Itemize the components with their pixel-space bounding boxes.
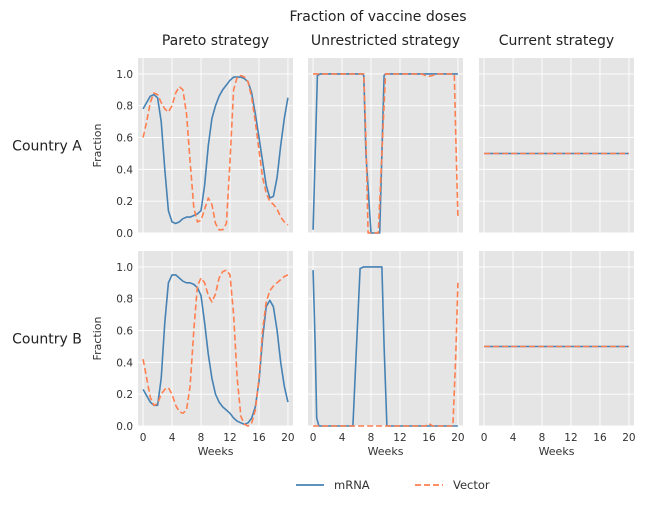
- y-tick-label: 0.8: [116, 294, 133, 306]
- series-line-mrna: [312, 266, 458, 427]
- y-tick-label: 0.2: [116, 196, 133, 208]
- panel: [308, 58, 463, 234]
- x-tick-label: 8: [368, 432, 375, 444]
- plot-area: [138, 58, 293, 233]
- series-line-mrna: [142, 274, 289, 426]
- plot-area: [479, 58, 634, 233]
- x-tick-label: 16: [422, 432, 436, 444]
- x-tick-label: 16: [593, 432, 607, 444]
- panel: 0.0 0.2 0.4 0.6 0.8 1.0 Fraction 0 4 8 12 16 20 Weeks: [91, 251, 295, 458]
- y-tick-label: 1.0: [116, 262, 133, 274]
- x-tick-label: 12: [393, 432, 406, 444]
- y-tick-label: 0.4: [116, 164, 133, 176]
- series-line-vector: [142, 74, 289, 231]
- y-tick-label: 1.0: [116, 69, 133, 81]
- x-tick-label: 0: [140, 432, 147, 444]
- x-axis-label: Weeks: [539, 445, 575, 458]
- y-axis-label: Fraction: [91, 124, 104, 168]
- x-axis-label: Weeks: [368, 445, 404, 458]
- x-tick-label: 12: [564, 432, 577, 444]
- x-tick-label: 20: [451, 432, 464, 444]
- x-tick-label: 8: [539, 432, 546, 444]
- x-axis-label: Weeks: [198, 445, 234, 458]
- y-tick-label: 0.2: [116, 389, 133, 401]
- y-tick-label: 0.6: [116, 133, 133, 145]
- panel: [479, 58, 634, 234]
- x-tick-label: 0: [481, 432, 488, 444]
- series-line-vector: [313, 282, 459, 427]
- row-label: Country B: [12, 332, 82, 348]
- x-tick-label: 4: [339, 432, 346, 444]
- x-tick-label: 16: [252, 432, 266, 444]
- x-tick-label: 20: [622, 432, 635, 444]
- y-tick-label: 0.4: [116, 357, 133, 369]
- column-title: Current strategy: [499, 33, 614, 49]
- x-tick-label: 20: [281, 432, 294, 444]
- x-tick-label: 12: [223, 432, 236, 444]
- plot-area: [138, 251, 293, 426]
- y-tick-label: 0.0: [116, 228, 133, 240]
- series-line-vector: [142, 269, 289, 427]
- column-title: Unrestricted strategy: [311, 33, 460, 49]
- legend-label: Vector: [453, 478, 490, 492]
- legend-label: mRNA: [334, 478, 370, 492]
- y-tick-label: 0.8: [116, 101, 133, 113]
- plot-area: [308, 58, 463, 233]
- y-tick-label: 0.6: [116, 326, 133, 338]
- x-tick-label: 4: [510, 432, 517, 444]
- x-tick-label: 8: [198, 432, 205, 444]
- series-line-mrna: [142, 76, 289, 225]
- plot-area: [479, 251, 634, 426]
- column-title: Pareto strategy: [162, 33, 269, 49]
- panel: 0 4 8 12 16 20 Weeks: [479, 251, 636, 458]
- y-tick-label: 0.0: [116, 421, 133, 433]
- series-line-vector: [313, 73, 459, 234]
- legend: mRNA Vector: [296, 478, 490, 492]
- panel: 0 4 8 12 16 20 Weeks: [308, 251, 465, 458]
- figure-title: Fraction of vaccine doses: [289, 9, 466, 25]
- x-tick-label: 4: [169, 432, 176, 444]
- panel: 0.0 0.2 0.4 0.6 0.8 1.0 Fraction: [91, 58, 293, 240]
- row-label: Country A: [12, 139, 82, 155]
- x-tick-label: 0: [310, 432, 317, 444]
- y-axis-label: Fraction: [91, 317, 104, 361]
